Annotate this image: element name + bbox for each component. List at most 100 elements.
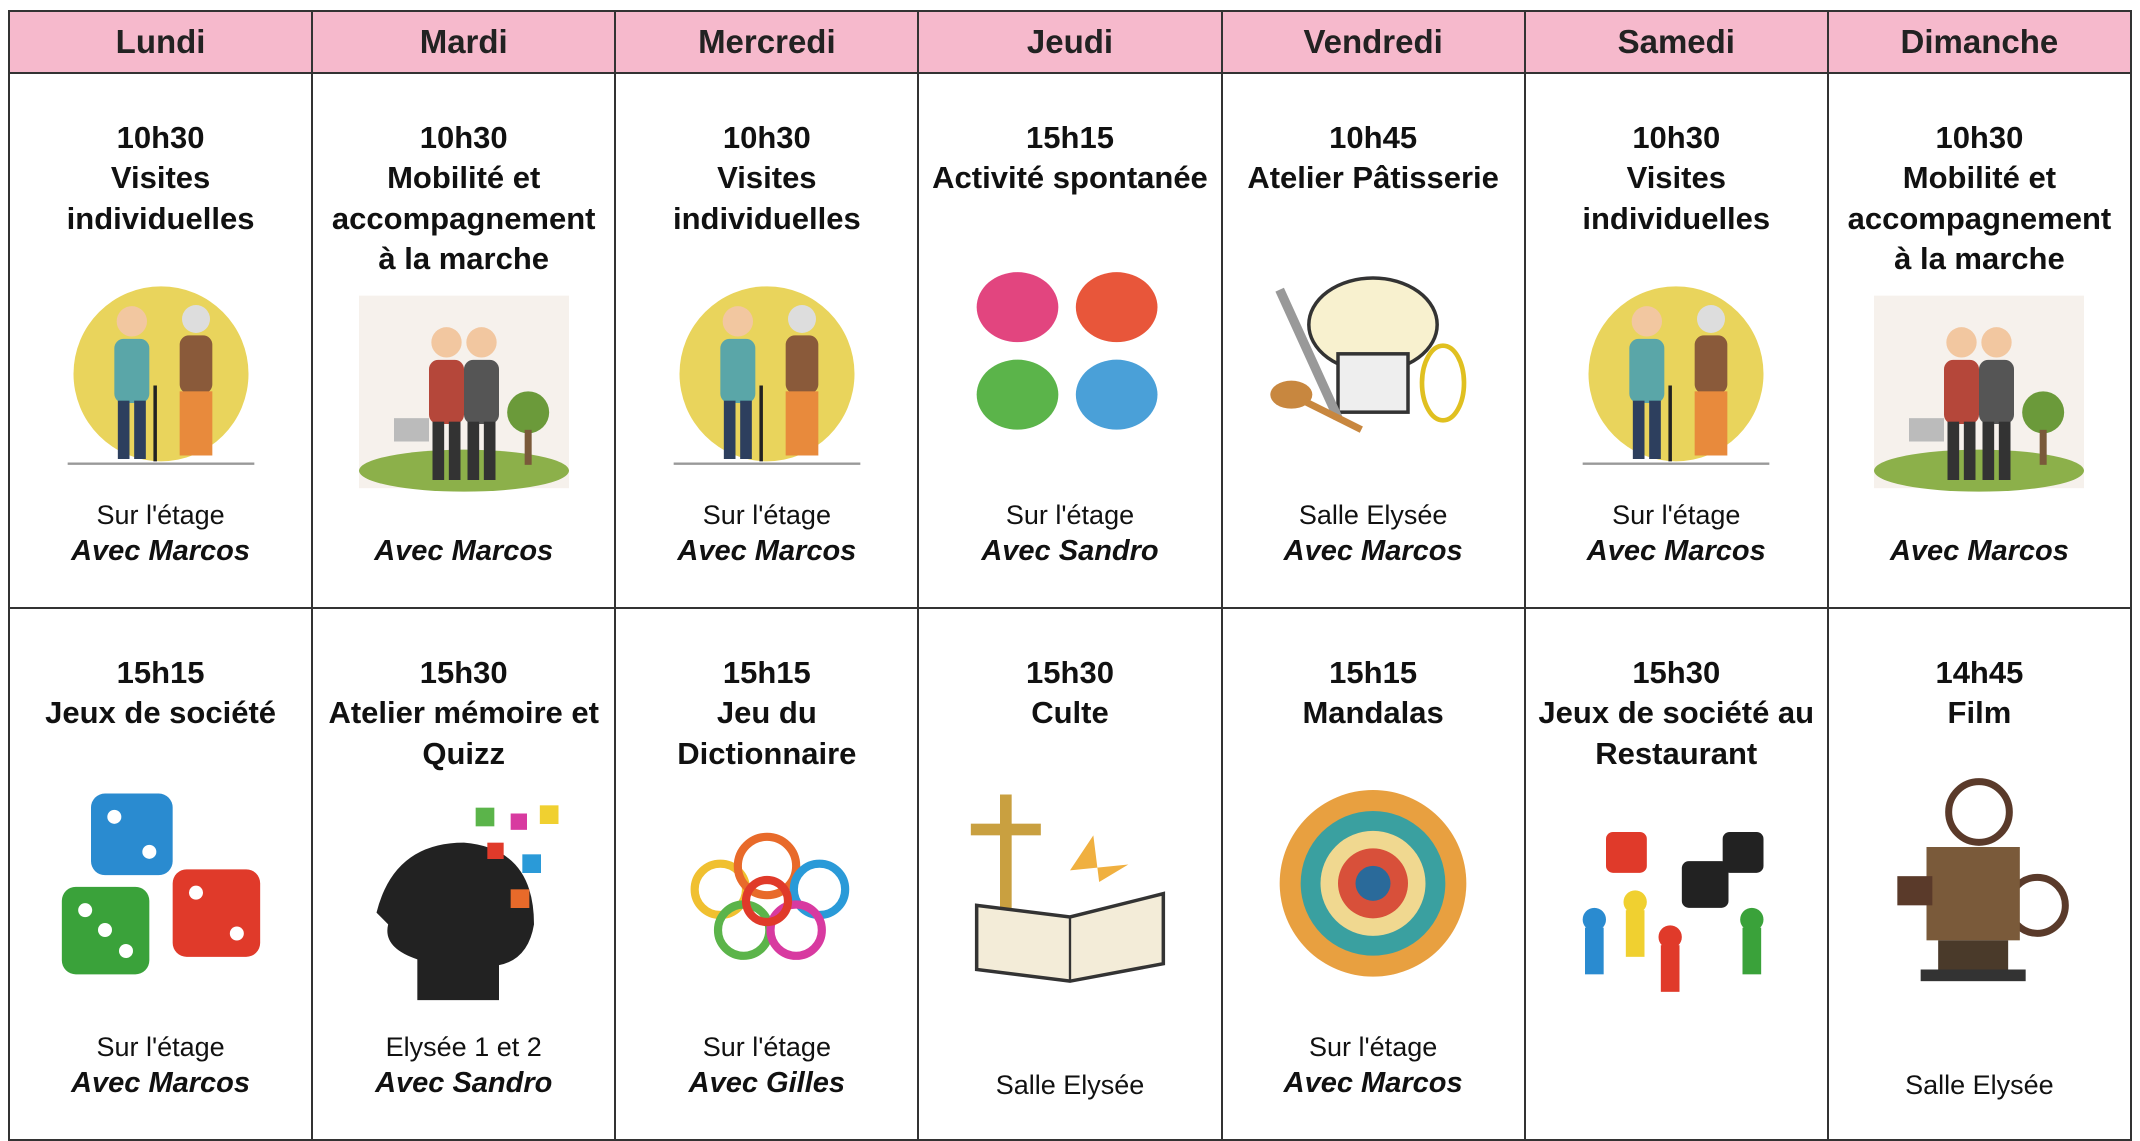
activity-cell: 14h45 Film Salle Elysée [1829, 609, 2130, 1139]
activity-time: 15h30 [1026, 655, 1114, 690]
activity-footer: Sur l'étage Avec Marcos [677, 497, 856, 571]
activity-heading: 10h30 Mobilité et accompagnement à la mar… [317, 118, 610, 279]
activity-title: Atelier mémoire et Quizz [328, 695, 599, 771]
activity-title: Activité spontanée [932, 160, 1208, 196]
activity-illustration [673, 286, 861, 465]
activity-location: Sur l'étage [1005, 499, 1135, 530]
activity-heading: 15h30 Atelier mémoire et Quizz [317, 653, 610, 774]
activity-leader: Avec Marcos [1283, 1067, 1463, 1100]
activity-footer: Avec Marcos [1890, 499, 2069, 571]
activity-cell: 15h30 Jeux de société au Restaurant [1526, 609, 1829, 1139]
day-header: Vendredi [1223, 12, 1526, 72]
day-header: Dimanche [1900, 23, 2059, 60]
activity-title: Visites individuelles [1582, 160, 1771, 236]
activity-time: 15h30 [1632, 655, 1721, 690]
activity-footer: Salle Elysée [996, 1031, 1145, 1103]
activity-cell: 10h30 Mobilité et accompagnement à la mar… [1829, 74, 2130, 607]
activity-location: Sur l'étage [702, 499, 831, 530]
activity-footer: Sur l'étage Avec Marcos [71, 1029, 250, 1103]
activity-heading: 15h15 Jeu du Dictionnaire [620, 653, 913, 774]
activity-footer: Sur l'étage Avec Marcos [1587, 497, 1766, 571]
activity-title: Jeux de société [45, 695, 277, 731]
activity-illustration [1279, 790, 1467, 977]
activity-time: 10h45 [1329, 120, 1418, 155]
activity-row: 15h15 Jeux de société Sur l'étage Avec Marc… [10, 609, 2130, 1139]
day-header: Mardi [313, 12, 617, 72]
activity-location: Salle Elysée [1298, 499, 1448, 530]
activity-leader: Avec Marcos [1586, 535, 1766, 568]
activity-cell: 10h30 Visites individuelles Sur l'étage Ave… [10, 74, 314, 607]
day-header: Lundi [10, 12, 314, 72]
activity-leader: Avec Marcos [677, 535, 857, 568]
activity-heading: 10h30 Visites individuelles [620, 118, 913, 239]
activity-illustration [976, 271, 1158, 430]
activity-time: 10h30 [116, 120, 205, 155]
activity-heading: 15h30 Culte [1025, 653, 1115, 734]
activity-illustration [690, 833, 850, 961]
activity-leader: Avec Marcos [1889, 535, 2069, 568]
activity-heading: 10h30 Visites individuelles [1530, 118, 1823, 239]
activity-illustration [1874, 295, 2085, 492]
activity-cell: 10h30 Mobilité et accompagnement à la mar… [313, 74, 617, 607]
activity-leader: Avec Marcos [1283, 535, 1463, 568]
activity-illustration [67, 286, 254, 465]
activity-time: 15h15 [1329, 655, 1418, 690]
activity-illustration [970, 794, 1166, 984]
day-header: Mercredi [616, 12, 920, 72]
activity-footer: Sur l'étage Avec Gilles [689, 1029, 845, 1103]
activity-location: Sur l'étage [1309, 1031, 1438, 1062]
activity-time: 10h30 [419, 120, 508, 155]
activity-cell: 10h45 Atelier Pâtisserie Salle Elysée Avec … [1223, 74, 1526, 607]
activity-heading: 10h30 Mobilité et accompagnement à la mar… [1833, 118, 2126, 279]
activity-heading: 15h15 Jeux de société [39, 653, 282, 734]
activity-location: Salle Elysée [1905, 1069, 2054, 1100]
activity-footer: Avec Marcos [374, 499, 553, 571]
activity-heading: 15h15 Activité spontanée [926, 118, 1214, 199]
activity-location: Sur l'étage [702, 1031, 831, 1062]
activity-heading: 10h30 Visites individuelles [14, 118, 307, 239]
activity-illustration [376, 805, 559, 1001]
activity-time: 14h45 [1935, 655, 2024, 690]
activity-footer: Elysée 1 et 2 Avec Sandro [375, 1029, 552, 1103]
activity-footer: Sur l'étage Avec Marcos [1284, 1029, 1463, 1103]
day-header: Samedi [1526, 12, 1829, 72]
activity-time: 10h30 [1632, 120, 1721, 155]
day-header: Jeudi [919, 12, 1223, 72]
activity-title: Visites individuelles [66, 160, 255, 236]
schedule: Lundi Mardi Mercredi Jeudi Vendredi Samedi Dim… [8, 10, 2132, 1141]
activity-leader: Avec Marcos [71, 535, 251, 568]
activity-time: 15h15 [722, 655, 811, 690]
activity-leader: Avec Sandro [981, 535, 1159, 568]
activity-location: Salle Elysée [995, 1069, 1145, 1100]
activity-time: 15h30 [419, 655, 508, 690]
activity-illustration [358, 295, 569, 492]
activity-leader: Avec Marcos [71, 1067, 251, 1100]
activity-time: 15h15 [116, 655, 205, 690]
activity-location: Sur l'étage [96, 499, 225, 530]
activity-title: Jeu du Dictionnaire [677, 695, 857, 771]
activity-title: Mobilité et accompagnement à la marche [331, 160, 596, 276]
activity-leader: Avec Marcos [374, 535, 554, 568]
activity-cell: 15h15 Mandalas Sur l'étage Avec Marcos [1223, 609, 1526, 1139]
activity-title: Visites individuelles [672, 160, 861, 236]
activity-title: Atelier Pâtisserie [1247, 160, 1499, 196]
activity-title: Culte [1031, 695, 1109, 731]
activity-leader: Avec Gilles [688, 1067, 846, 1100]
activity-row: 10h30 Visites individuelles Sur l'étage Ave… [10, 74, 2130, 609]
activity-cell: 15h15 Jeux de société Sur l'étage Avec Marc… [10, 609, 314, 1139]
activity-illustration [1270, 275, 1467, 433]
activity-heading: 15h15 Mandalas [1296, 653, 1449, 734]
activity-title: Film [1947, 695, 2012, 731]
activity-illustration [1582, 286, 1770, 465]
header-row: Lundi Mardi Mercredi Jeudi Vendredi Samedi Dim… [10, 12, 2130, 74]
activity-time: 15h15 [1026, 120, 1114, 155]
activity-footer: Sur l'étage Avec Marcos [71, 497, 250, 571]
activity-location: Sur l'étage [1612, 499, 1741, 530]
activity-cell: 15h30 Culte Salle Elysée [919, 609, 1223, 1139]
activity-title: Mandalas [1302, 695, 1444, 731]
activity-footer: Salle Elysée Avec Marcos [1284, 497, 1463, 571]
activity-cell: 15h15 Activité spontanée Sur l'étage Avec S… [919, 74, 1223, 607]
activity-cell: 15h30 Atelier mémoire et Quizz Elysée 1 et… [313, 609, 617, 1139]
activity-heading: 15h30 Jeux de société au Restaurant [1530, 653, 1823, 774]
